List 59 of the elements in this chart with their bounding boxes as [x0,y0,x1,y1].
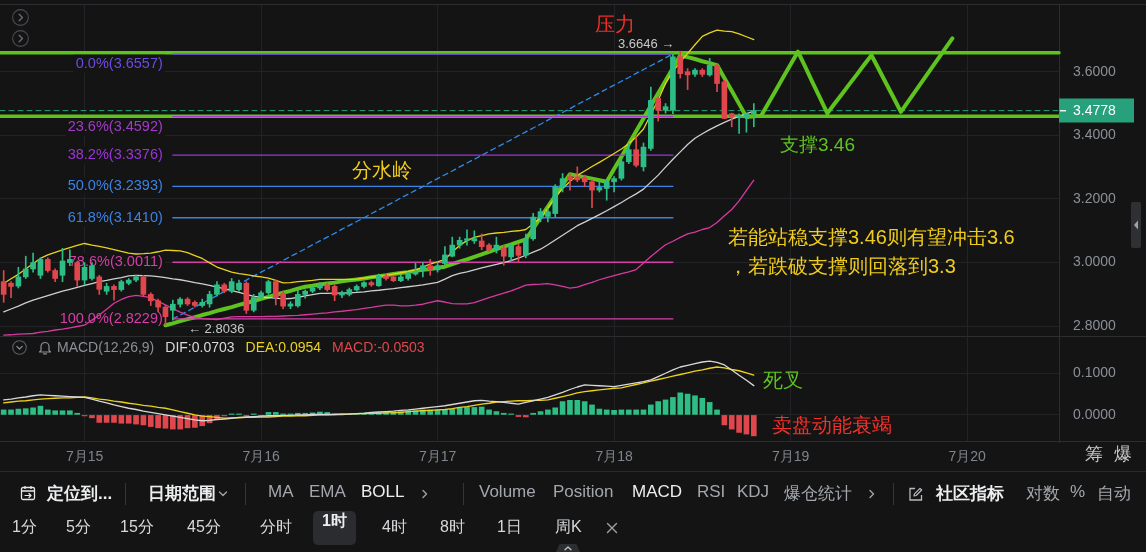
series-label: 23.6%(3.4592) [67,118,163,135]
text: 日期范围 [148,482,216,505]
text: 定位到... [47,482,113,505]
text: DIF:0.0703 [165,339,235,355]
text: 社区指标 [936,482,1004,505]
text: 自动 [1097,482,1131,505]
text: BOLL [361,481,405,503]
text: 筹 [1085,443,1103,464]
y-tick-label: 3.0000 [1073,253,1117,270]
chart-title: MACD(12,26,9) [57,339,155,355]
text: 15分 [120,517,154,537]
text: 1分 [12,517,37,537]
x-tick-label: 7月20 [948,448,986,465]
x-tick-label: 7月15 [65,448,104,465]
text: 45分 [187,517,221,537]
series-label: 50.0%(3.2393) [67,177,163,194]
y-tick-label: 3.4000 [1073,126,1117,143]
annotation: 支撑3.46 [780,134,855,156]
text: 5分 [66,517,91,537]
text: % [1070,481,1086,503]
series-label: 38.2%(3.3376) [67,146,163,163]
y-tick-label: 0.1000 [1073,364,1117,381]
text: MACD:-0.0503 [332,339,425,355]
annotation: 分水岭 [352,158,412,181]
annotation: 3.6646 → [618,35,675,51]
text: Volume [479,481,536,503]
x-tick-label: 7月16 [242,448,280,465]
annotation: 卖盘动能衰竭 [772,413,892,436]
text: 对数 [1026,482,1060,505]
text: 1日 [497,517,522,537]
text: EMA [309,481,346,503]
x-tick-label: 7月18 [595,448,633,465]
annotation: 死叉 [763,368,803,391]
text: MACD [632,481,683,503]
y-tick-label: 3.6000 [1073,62,1117,79]
text: 8时 [440,517,465,537]
text: 4时 [382,517,407,537]
annotation: ← 2.8036 [188,320,245,336]
series-label: 0.0%(3.6557) [75,54,163,71]
text: RSI [697,481,726,503]
text: 爆 [1114,443,1132,464]
text: 1时 [313,511,356,545]
annotation: ，若跌破支撑则回落到3.3 [728,254,956,277]
y-tick-label: 0.0000 [1073,405,1117,422]
annotation: 压力 [595,12,635,35]
ref-line-label: 3.4778 [1073,101,1117,118]
series-label: 61.8%(3.1410) [67,208,163,225]
y-tick-label: 3.2000 [1073,189,1117,206]
text: 分时 [260,517,292,537]
text: Position [553,481,614,503]
x-tick-label: 7月19 [771,448,810,465]
text: KDJ [737,481,770,503]
annotation: 若能站稳支撑3.46则有望冲击3.6 [728,225,1015,248]
text: 爆仓统计 [784,482,852,505]
y-tick-label: 2.8000 [1073,317,1117,334]
x-tick-label: 7月17 [418,448,457,465]
text: DEA:0.0954 [245,339,322,355]
text: 周K [555,517,582,537]
text: MA [268,481,294,503]
